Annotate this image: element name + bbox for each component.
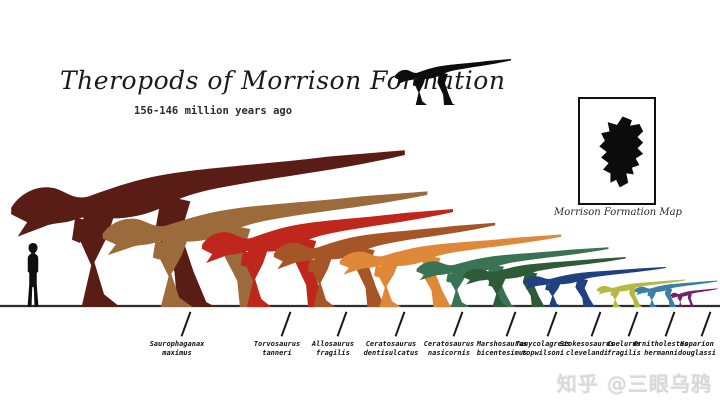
title-theropod-icon	[394, 58, 512, 105]
morrison-formation-map-box	[578, 97, 656, 205]
page-subtitle: 156-146 million years ago	[134, 105, 293, 117]
zhihu-watermark: 知乎 @三眼乌鸦	[557, 372, 712, 396]
map-caption: Morrison Formation Map	[554, 207, 682, 218]
dinosaur-silhouette-stokesosaurus-clevelandi	[523, 266, 666, 307]
human-scale-silhouette	[27, 243, 39, 307]
morrison-formation-map-shape	[599, 116, 644, 188]
dinosaur-silhouette-koparion-douglassi	[670, 288, 718, 307]
